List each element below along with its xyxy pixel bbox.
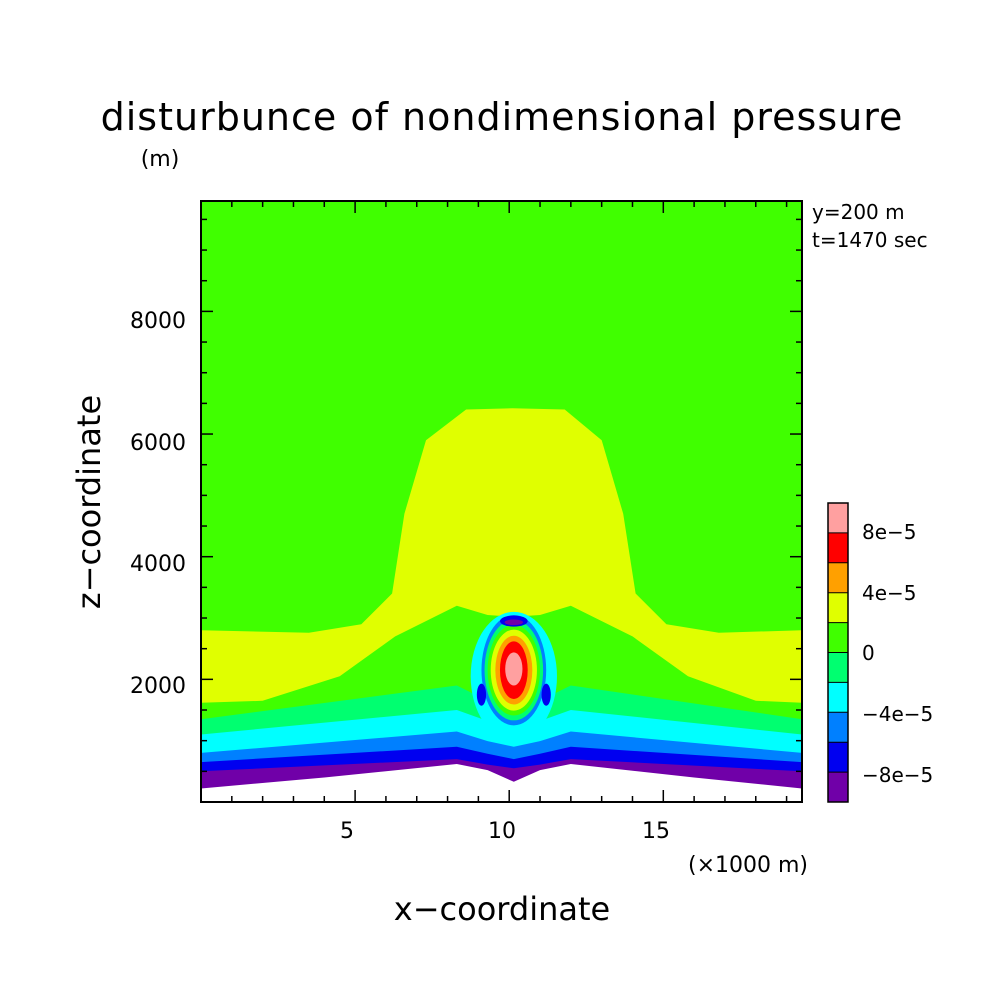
colorbar-label-m4e-5: −4e−5 [862,702,933,726]
anomaly-pink-peak [505,652,523,686]
colorbar-swatch-1 [828,742,848,773]
x-tick-label-10: 10 [488,819,516,844]
annotation-time: t=1470 sec [812,228,928,252]
terrain-masked-region [201,764,802,802]
colorbar-swatch-0 [828,772,848,802]
y-axis-unit: (m) [141,147,180,172]
y-tick-label-6000: 6000 [130,431,186,456]
x-tick-label-15: 15 [642,819,670,844]
colorbar-swatch-4 [828,652,848,683]
colorbar-label-4e-5: 4e−5 [862,581,917,605]
axis-ticks [201,201,802,802]
anomaly-top-core [504,619,524,626]
annotation-y-position: y=200 m [812,200,905,224]
colorbar-label-0: 0 [862,641,875,665]
y-tick-label-4000: 4000 [130,552,186,577]
x-axis-label: x−coordinate [394,890,610,928]
plot-frame [200,200,803,803]
plot-area [201,201,802,802]
colorbar-label-m8e-5: −8e−5 [862,763,933,787]
colorbar-swatch-7 [828,562,848,593]
colorbar-swatch-3 [828,682,848,713]
colorbar-swatch-6 [828,592,848,623]
x-axis-unit: (×1000 m) [688,853,808,878]
x-tick-label-5: 5 [340,819,354,844]
colorbar-label-8e-5: 8e−5 [862,520,917,544]
y-axis-label: z−coordinate [70,395,108,609]
colorbar [827,502,849,803]
anomaly-side-lobe-1 [476,683,487,706]
colorbar-swatch-5 [828,622,848,653]
anomaly-side-lobe-2 [541,683,551,706]
y-tick-label-2000: 2000 [130,674,186,699]
colorbar-swatch-9 [828,503,848,533]
y-tick-label-8000: 8000 [130,309,186,334]
colorbar-swatch-2 [828,712,848,743]
colorbar-swatch-8 [828,532,848,563]
chart-title: disturbunce of nondimensional pressure [101,95,904,139]
